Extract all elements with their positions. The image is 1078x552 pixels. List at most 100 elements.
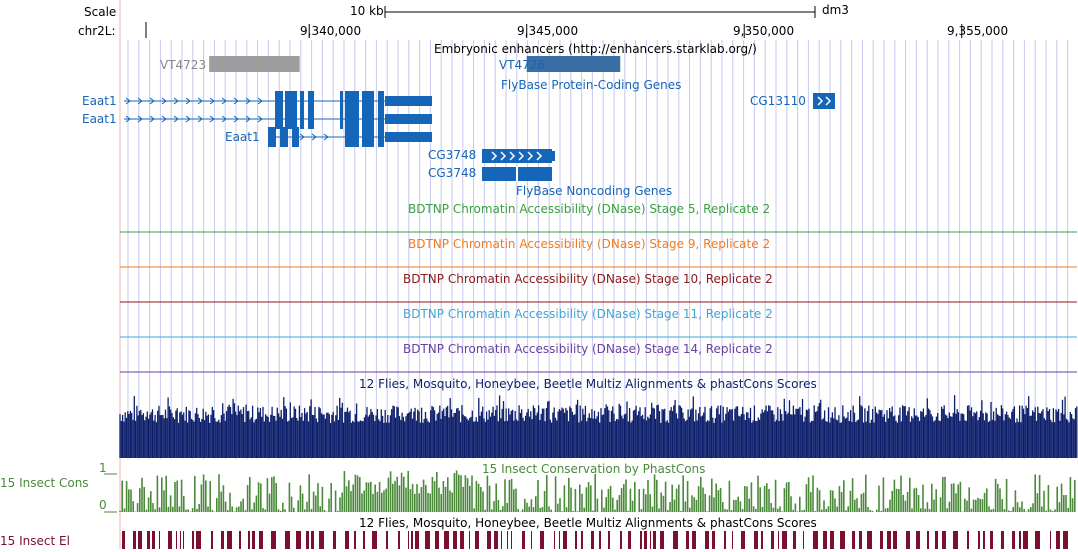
conserved-element bbox=[1023, 531, 1028, 549]
enhancer-block bbox=[526, 56, 621, 72]
gene-label[interactable]: CG13110 bbox=[750, 94, 806, 108]
conserved-element bbox=[793, 531, 796, 549]
conserved-element bbox=[372, 531, 377, 549]
conserved-element bbox=[978, 531, 980, 549]
conserved-element bbox=[990, 531, 993, 549]
conserved-element bbox=[425, 531, 430, 549]
exon-block bbox=[285, 91, 297, 111]
conserved-element bbox=[176, 531, 177, 549]
conserved-element bbox=[227, 531, 232, 549]
exon-block bbox=[280, 127, 288, 147]
conserved-element bbox=[248, 531, 250, 549]
conserved-element bbox=[559, 531, 560, 549]
conserved-element bbox=[180, 531, 181, 549]
conserved-element bbox=[1001, 531, 1004, 549]
conserved-element bbox=[724, 531, 726, 549]
conserved-element bbox=[1063, 531, 1068, 549]
conserved-element bbox=[507, 531, 508, 549]
conserved-element bbox=[469, 531, 470, 549]
gene-label[interactable]: Eaat1 bbox=[82, 112, 117, 126]
exon-block bbox=[378, 109, 384, 129]
conserved-element bbox=[893, 531, 897, 549]
exon-block bbox=[378, 91, 384, 111]
conserved-element bbox=[354, 531, 356, 549]
enhancer-block bbox=[209, 56, 300, 72]
phastcons-side-label[interactable]: 15 Insect Cons bbox=[0, 476, 89, 490]
conserved-element bbox=[867, 531, 872, 549]
strand-arrow bbox=[209, 115, 215, 123]
conserved-element bbox=[252, 531, 255, 549]
conserved-element bbox=[732, 531, 733, 549]
enhancers-track-title[interactable]: Embryonic enhancers (http://enhancers.st… bbox=[434, 42, 757, 56]
enhancer-item-label[interactable]: VT4726 bbox=[499, 58, 546, 72]
exon-block bbox=[308, 91, 314, 111]
gene-block bbox=[813, 93, 835, 109]
elements-side-label[interactable]: 15 Insect El bbox=[0, 534, 70, 548]
conserved-element bbox=[620, 531, 622, 549]
tick-label: 9,350,000 bbox=[733, 24, 795, 38]
strand-arrow bbox=[197, 97, 203, 105]
conserved-element bbox=[916, 531, 920, 549]
conserved-element bbox=[168, 531, 172, 549]
gene-label[interactable]: CG3748 bbox=[428, 166, 477, 180]
phastcons-track-title[interactable]: 15 Insect Conservation by PhastCons bbox=[482, 462, 706, 476]
conserved-element bbox=[271, 531, 276, 549]
conserved-element bbox=[967, 531, 969, 549]
phastcons-axis-max: 1 bbox=[99, 461, 107, 475]
conserved-element bbox=[159, 531, 160, 549]
scale-value: 10 kb bbox=[350, 4, 384, 18]
multiz-track-title[interactable]: 12 Flies, Mosquito, Honeybee, Beetle Mul… bbox=[359, 377, 817, 391]
conserved-element bbox=[1012, 531, 1015, 549]
conserved-element bbox=[511, 531, 512, 549]
conserved-element bbox=[942, 531, 946, 549]
conserved-element bbox=[196, 531, 201, 549]
flybase-noncoding-track-title[interactable]: FlyBase Noncoding Genes bbox=[516, 184, 673, 198]
exon-block bbox=[345, 91, 359, 111]
conserved-element bbox=[554, 531, 555, 549]
utr-block bbox=[385, 96, 432, 106]
conserved-element bbox=[415, 531, 419, 549]
exon-block bbox=[292, 127, 299, 147]
conserved-element bbox=[453, 531, 457, 549]
dnase-track-title[interactable]: BDTNP Chromatin Accessibility (DNase) St… bbox=[408, 237, 771, 251]
strand-arrow bbox=[825, 96, 832, 106]
dnase-track-title[interactable]: BDTNP Chromatin Accessibility (DNase) St… bbox=[403, 272, 773, 286]
gene-label[interactable]: CG3748 bbox=[428, 148, 477, 162]
exon-block bbox=[362, 91, 374, 111]
strand-arrow bbox=[323, 133, 329, 141]
dnase-track-title[interactable]: BDTNP Chromatin Accessibility (DNase) St… bbox=[403, 342, 773, 356]
conserved-element bbox=[522, 531, 525, 549]
conserved-element bbox=[575, 531, 577, 549]
conserved-element bbox=[741, 531, 745, 549]
strand-arrow bbox=[257, 97, 263, 105]
dnase-track-title[interactable]: BDTNP Chromatin Accessibility (DNase) St… bbox=[408, 202, 771, 216]
elements-track-title[interactable]: 12 Flies, Mosquito, Honeybee, Beetle Mul… bbox=[359, 516, 817, 530]
conserved-element bbox=[475, 531, 479, 549]
strand-arrow bbox=[173, 97, 179, 105]
phastcons-axis-min: 0 bbox=[99, 498, 107, 512]
conserved-element bbox=[1056, 531, 1060, 549]
enhancer-item-label[interactable]: VT4723 bbox=[160, 58, 207, 72]
strand-arrow bbox=[185, 97, 191, 105]
conserved-element bbox=[494, 531, 498, 549]
conserved-element bbox=[306, 531, 309, 549]
flybase-coding-track-title[interactable]: FlyBase Protein-Coding Genes bbox=[501, 78, 682, 92]
conserved-element bbox=[823, 531, 827, 549]
dnase-track-title[interactable]: BDTNP Chromatin Accessibility (DNase) St… bbox=[403, 307, 773, 321]
strand-arrow bbox=[245, 97, 251, 105]
conserved-element bbox=[460, 531, 464, 549]
conserved-element bbox=[830, 531, 834, 549]
conserved-element bbox=[983, 531, 985, 549]
conserved-element bbox=[650, 531, 651, 549]
conserved-element bbox=[138, 531, 142, 549]
exon-block bbox=[300, 109, 304, 129]
strand-arrow bbox=[233, 115, 239, 123]
conserved-element bbox=[953, 531, 958, 549]
conserved-element bbox=[887, 531, 891, 549]
exon-block bbox=[275, 91, 283, 111]
strand-arrow bbox=[197, 115, 203, 123]
gene-label[interactable]: Eaat1 bbox=[82, 94, 117, 108]
gene-label[interactable]: Eaat1 bbox=[225, 130, 260, 144]
